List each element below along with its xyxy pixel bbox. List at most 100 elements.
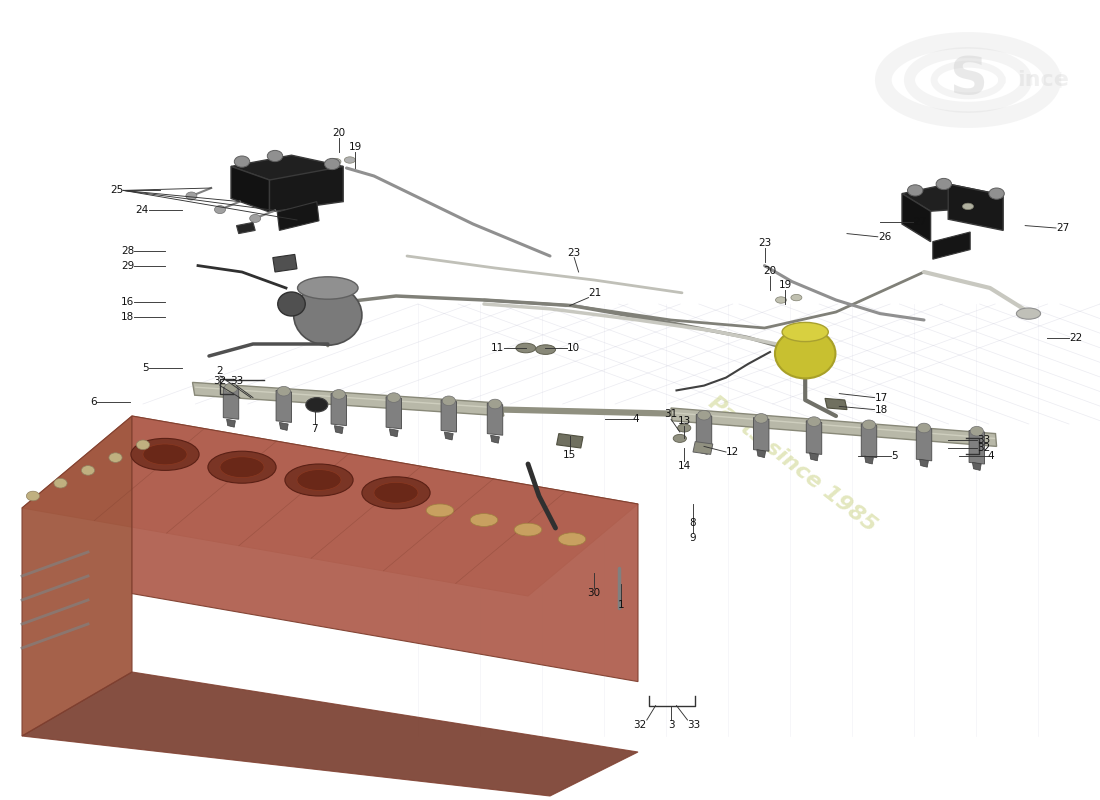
Text: 6: 6 [90, 397, 97, 406]
Text: 16: 16 [121, 298, 134, 307]
Circle shape [807, 417, 821, 426]
Polygon shape [386, 397, 402, 429]
Circle shape [267, 150, 283, 162]
Ellipse shape [362, 477, 430, 509]
Circle shape [862, 420, 876, 430]
Ellipse shape [536, 345, 556, 354]
Polygon shape [273, 254, 297, 272]
Ellipse shape [791, 294, 802, 301]
Ellipse shape [678, 424, 691, 432]
Polygon shape [270, 166, 343, 212]
Text: 29: 29 [121, 261, 134, 270]
Text: 8: 8 [690, 518, 696, 529]
Ellipse shape [306, 398, 328, 412]
Ellipse shape [1016, 308, 1041, 319]
Text: 19: 19 [779, 279, 792, 290]
Polygon shape [557, 434, 583, 448]
Polygon shape [754, 418, 769, 451]
Text: 27: 27 [913, 218, 926, 227]
Text: 32: 32 [977, 443, 990, 453]
Polygon shape [334, 426, 343, 434]
Ellipse shape [285, 464, 353, 496]
Polygon shape [902, 194, 931, 242]
Text: 25: 25 [110, 186, 123, 195]
Circle shape [214, 206, 225, 214]
Circle shape [81, 466, 95, 475]
Text: 14: 14 [678, 461, 691, 470]
Polygon shape [236, 222, 255, 234]
Circle shape [917, 423, 931, 433]
Text: 27: 27 [1056, 223, 1069, 233]
Text: 20: 20 [763, 266, 777, 276]
Text: 33: 33 [688, 720, 701, 730]
Polygon shape [920, 459, 928, 467]
Circle shape [224, 383, 238, 393]
Polygon shape [491, 435, 499, 443]
Polygon shape [231, 155, 343, 180]
Polygon shape [969, 430, 984, 464]
Polygon shape [916, 427, 932, 461]
Ellipse shape [516, 343, 536, 353]
Text: 22: 22 [1069, 333, 1082, 342]
Ellipse shape [471, 514, 497, 526]
Text: 33: 33 [977, 435, 990, 445]
Text: 10: 10 [566, 343, 580, 353]
Ellipse shape [774, 329, 836, 378]
Ellipse shape [297, 470, 341, 490]
Text: 31: 31 [664, 410, 678, 419]
Ellipse shape [208, 451, 276, 483]
Ellipse shape [294, 286, 362, 346]
Text: 21: 21 [588, 288, 602, 298]
Text: 15: 15 [563, 450, 576, 459]
Text: Parts since 1985: Parts since 1985 [704, 392, 880, 536]
Ellipse shape [344, 157, 355, 163]
Polygon shape [192, 382, 504, 416]
Polygon shape [389, 429, 398, 437]
Circle shape [109, 453, 122, 462]
Circle shape [186, 192, 197, 200]
Polygon shape [825, 398, 847, 410]
Circle shape [989, 188, 1004, 199]
Text: 2: 2 [217, 366, 223, 376]
Polygon shape [22, 672, 638, 796]
Circle shape [488, 399, 502, 409]
Text: 24: 24 [135, 205, 149, 214]
Ellipse shape [297, 277, 359, 299]
Polygon shape [331, 394, 346, 426]
Text: 32: 32 [634, 720, 647, 730]
Polygon shape [227, 419, 235, 427]
Text: 28: 28 [121, 246, 134, 256]
Polygon shape [861, 424, 877, 458]
Text: ince: ince [1018, 70, 1069, 90]
Circle shape [908, 185, 923, 196]
Polygon shape [231, 166, 270, 212]
Ellipse shape [962, 203, 974, 210]
Text: 4: 4 [988, 451, 994, 461]
Polygon shape [671, 408, 997, 446]
Text: 4: 4 [632, 414, 639, 424]
Polygon shape [444, 432, 453, 440]
Text: 17: 17 [874, 393, 888, 402]
Text: 13: 13 [678, 416, 691, 426]
Polygon shape [276, 390, 292, 422]
Circle shape [250, 214, 261, 222]
Text: 32: 32 [213, 375, 227, 386]
Polygon shape [902, 184, 1003, 211]
Text: 9: 9 [690, 533, 696, 542]
Circle shape [26, 491, 40, 501]
Circle shape [277, 386, 290, 396]
Polygon shape [948, 184, 1003, 230]
Circle shape [697, 410, 711, 420]
Polygon shape [696, 414, 712, 448]
Polygon shape [132, 416, 638, 682]
Polygon shape [277, 202, 319, 230]
Circle shape [442, 396, 455, 406]
Ellipse shape [673, 434, 686, 442]
Polygon shape [757, 450, 766, 458]
Circle shape [332, 390, 345, 399]
Ellipse shape [427, 504, 453, 517]
Ellipse shape [990, 190, 1001, 197]
Circle shape [755, 414, 768, 423]
Polygon shape [487, 403, 503, 435]
Text: 5: 5 [891, 451, 898, 461]
